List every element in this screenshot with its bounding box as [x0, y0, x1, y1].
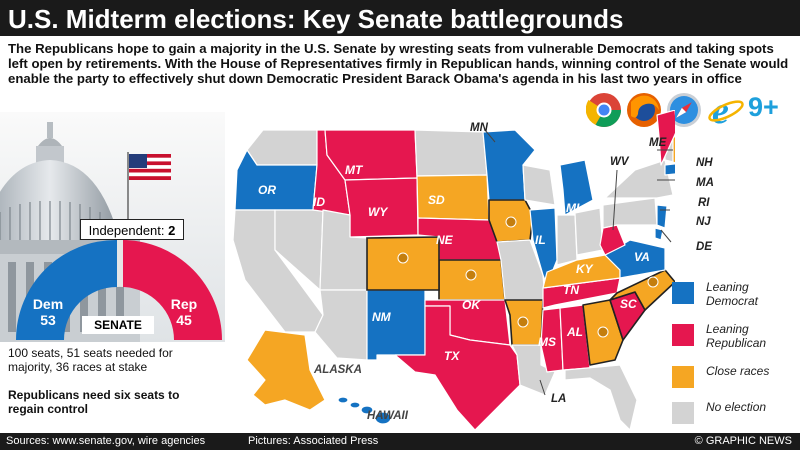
legend-swatch-democrat [672, 282, 694, 304]
callout-LA: LA [551, 393, 567, 405]
independent-seats-box: Independent: 2 [80, 219, 184, 240]
legend-swatch-close [672, 366, 694, 388]
footer-bar: Sources: www.senate.gov, wire agencies P… [0, 433, 800, 450]
state-label-OR: OR [258, 183, 276, 197]
state-DE [654, 227, 664, 241]
legend-item-close: Close races [672, 362, 797, 402]
state-label-SC: SC [620, 297, 637, 311]
state-WA [246, 129, 318, 166]
callout-MN: MN [470, 122, 488, 134]
callout-NH: NH [696, 157, 713, 169]
intro-text: The Republicans hope to gain a majority … [8, 41, 789, 86]
state-label-NM: NM [372, 310, 391, 324]
footer-credit: © GRAPHIC NEWS [694, 435, 792, 447]
six-seats-note: Republicans need six seats to regain con… [8, 388, 180, 416]
state-label-MI: MI [566, 201, 580, 215]
state-label-VA: VA [634, 250, 650, 264]
senate-label: SENATE [82, 316, 154, 334]
dem-label: Dem [32, 296, 64, 312]
independent-seats-segment [117, 239, 123, 287]
state-LA [511, 344, 556, 396]
legend-item-no-election: No election [672, 398, 797, 438]
title-bar: U.S. Midterm elections: Key Senate battl… [0, 0, 800, 36]
state-label-NE: NE [436, 233, 453, 247]
callout-ME: ME [649, 137, 667, 149]
page-title: U.S. Midterm elections: Key Senate battl… [8, 4, 624, 34]
callout-ALASKA: ALASKA [314, 364, 362, 376]
state-NM [366, 289, 426, 361]
callout-RI: RI [698, 197, 710, 209]
footer-pictures: Pictures: Associated Press [248, 435, 379, 447]
svg-text:e: e [712, 92, 729, 132]
state-WI [522, 164, 556, 206]
senate-hemicycle [16, 239, 222, 340]
state-label-SD: SD [428, 193, 445, 207]
state-label-IL: IL [535, 233, 546, 247]
state-MI [559, 159, 594, 216]
state-label-WY: WY [368, 205, 388, 219]
state-label-AL: AL [567, 325, 583, 339]
legend-item-democrat: Leaning Democrat [672, 278, 797, 318]
callout-MA: MA [696, 177, 714, 189]
state-FL [564, 364, 638, 431]
state-NJ [656, 204, 668, 229]
state-TX [394, 305, 521, 431]
dem-seats-segment [16, 239, 117, 340]
state-ND [414, 129, 488, 177]
state-NY [604, 159, 674, 199]
seats-note: 100 seats, 51 seats needed for majority,… [8, 346, 173, 374]
legend-label-no-election: No election [706, 400, 767, 414]
legend-label-democrat: Leaning Democrat [706, 280, 759, 308]
state-label-TX: TX [444, 349, 460, 363]
state-AZ [314, 289, 368, 361]
state-label-MT: MT [345, 163, 363, 177]
state-label-OK: OK [462, 298, 480, 312]
state-label-ID: ID [313, 195, 325, 209]
independent-count: 2 [168, 223, 176, 238]
legend-item-republican: Leaning Republican [672, 320, 797, 360]
state-PA [602, 197, 658, 229]
safari-icon [667, 93, 701, 127]
firefox-icon [627, 93, 661, 127]
rep-count: 45 [176, 312, 192, 328]
callout-HAWAII: HAWAII [367, 410, 408, 422]
rep-label: Rep [170, 296, 198, 312]
legend-label-close: Close races [706, 364, 770, 378]
us-flag-icon [129, 154, 171, 180]
footer-sources: Sources: www.senate.gov, wire agencies [6, 435, 206, 447]
chrome-icon [586, 93, 621, 127]
state-OH [574, 207, 604, 256]
dem-count: 53 [40, 312, 56, 328]
callout-NJ: NJ [696, 216, 711, 228]
state-label-MS: MS [538, 335, 556, 349]
browser-icons: e [586, 92, 744, 132]
state-WY [344, 177, 419, 238]
independent-label: Independent: [88, 223, 165, 238]
state-NH [672, 136, 675, 164]
state-HI [337, 396, 392, 425]
state-ME [656, 110, 675, 166]
state-MS [540, 307, 564, 373]
legend-swatch-republican [672, 324, 694, 346]
state-label-KY: KY [576, 262, 593, 276]
state-IN [556, 214, 578, 266]
browser-version-label: 9+ [748, 92, 779, 122]
state-MA [664, 163, 675, 176]
callout-WV: WV [610, 156, 629, 168]
close-race-markers [366, 216, 659, 338]
callout-DE: DE [696, 241, 712, 253]
state-VA [604, 239, 666, 279]
rep-seats-segment [123, 240, 222, 340]
state-label-TN: TN [563, 283, 579, 297]
us-senate-map [232, 110, 675, 431]
legend-label-republican: Leaning Republican [706, 322, 767, 350]
ie-icon: e [708, 92, 744, 132]
state-AK [246, 329, 326, 411]
legend-swatch-no-election [672, 402, 694, 424]
